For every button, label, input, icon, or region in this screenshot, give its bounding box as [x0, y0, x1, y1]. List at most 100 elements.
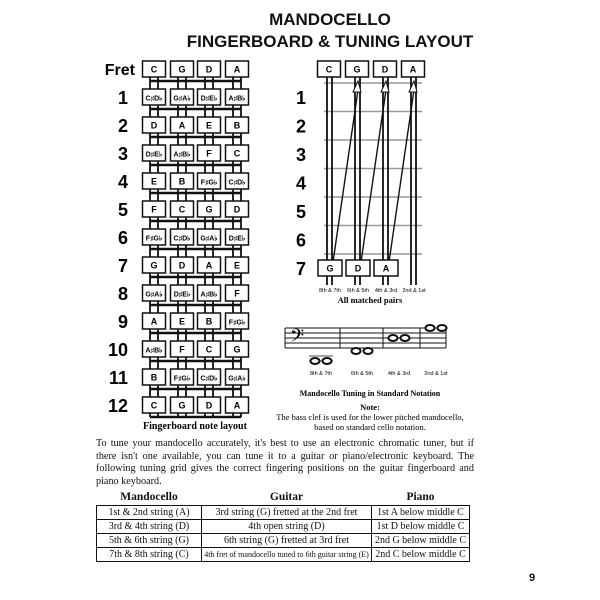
fret-note: C — [234, 149, 241, 159]
open-string-note-box — [141, 60, 167, 78]
fret-note: F♯G♭ — [201, 179, 218, 187]
fret-note-box — [169, 172, 195, 190]
fret-number: 2 — [118, 116, 128, 136]
table-row: 1st & 2nd string (A) 3rd string (G) frett… — [96, 505, 470, 520]
seventh-fret-note-box — [317, 259, 343, 277]
header-mandocello: Mandocello — [120, 491, 178, 503]
fret-note-box — [141, 396, 167, 414]
fret-note-box — [141, 144, 167, 162]
open-string-note-box — [224, 60, 250, 78]
bass-clef-icon: 𝄢 — [290, 325, 304, 350]
fret-note: D♯E♭ — [146, 151, 163, 159]
cell: 4th open string (D) — [201, 519, 372, 534]
whole-note — [350, 347, 362, 355]
fret-note-box — [196, 340, 222, 358]
fret-note: G♯A♭ — [228, 375, 245, 383]
pair-label: 2nd & 1st — [402, 288, 426, 294]
page-subtitle: FINGERBOARD & TUNING LAYOUT — [186, 32, 474, 51]
arrow-head-icon — [380, 79, 390, 93]
fret-note: F♯G♭ — [146, 235, 163, 243]
fret-note-box — [169, 340, 195, 358]
fret-note-box — [224, 256, 250, 274]
open-string-note-box — [196, 60, 222, 78]
fret-note-box — [224, 396, 250, 414]
cell: 2nd G below middle C — [371, 533, 470, 548]
fret-note: C♯D♭ — [229, 179, 246, 187]
header-piano: Piano — [406, 491, 435, 503]
cell: 3rd & 4th string (D) — [96, 519, 202, 534]
fret-note-box — [196, 88, 222, 106]
open-string-note-box — [372, 60, 398, 78]
fret-note-box — [224, 312, 250, 330]
fret-note-box — [141, 116, 167, 134]
whole-note — [387, 334, 399, 342]
whole-note — [362, 347, 374, 355]
whole-note — [436, 324, 448, 332]
pair-label: 6th & 5th — [351, 371, 373, 377]
whole-note — [399, 334, 411, 342]
whole-note — [424, 324, 436, 332]
fret-note-box — [196, 312, 222, 330]
open-string-note-box — [400, 60, 426, 78]
fret-note-box — [224, 144, 250, 162]
arrow-head-icon — [352, 79, 362, 93]
pair-label: 2nd & 1st — [424, 371, 448, 377]
fret-note-box — [224, 228, 250, 246]
fret-note-box — [169, 368, 195, 386]
fret-note: A♯B♭ — [229, 95, 246, 103]
fret-note: C — [151, 401, 158, 411]
fret-note-box — [141, 88, 167, 106]
fret-note-box — [169, 144, 195, 162]
seventh-fret-note: G — [326, 264, 333, 274]
fret-note-box — [169, 256, 195, 274]
cell: 3rd string (G) fretted at the 2nd fret — [201, 505, 372, 520]
fret-note: G — [233, 345, 240, 355]
open-string-note: C — [151, 65, 158, 75]
open-string-note: A — [234, 65, 241, 75]
fret-note: A — [234, 401, 241, 411]
pair-label: 6th & 5th — [347, 288, 369, 294]
fret-note-box — [196, 256, 222, 274]
fret-note: E — [179, 317, 185, 327]
fret-note-box — [141, 340, 167, 358]
fret-note: F — [234, 289, 240, 299]
whole-note — [309, 357, 321, 365]
open-string-note: G — [178, 65, 185, 75]
fret-note-box — [196, 228, 222, 246]
open-string-note: C — [326, 65, 333, 75]
matched-pairs-caption: All matched pairs — [338, 295, 403, 305]
fret-note: D — [179, 261, 186, 271]
cell: 1st & 2nd string (A) — [96, 505, 202, 520]
open-string-note: D — [382, 65, 389, 75]
fret-note-box — [169, 116, 195, 134]
tuning-arrow — [360, 89, 387, 263]
cell: 1st A below middle C — [371, 505, 470, 520]
open-string-note-box — [169, 60, 195, 78]
fret-note-box — [224, 172, 250, 190]
fret-note-box — [196, 116, 222, 134]
fret-number: 4 — [118, 172, 128, 192]
whole-note — [321, 357, 333, 365]
fret-note-box — [169, 312, 195, 330]
fret-note: D♯E♭ — [201, 95, 218, 103]
fret-note-box — [141, 228, 167, 246]
fret-number: 7 — [296, 259, 306, 279]
fret-note: G♯A♭ — [200, 235, 217, 243]
open-string-note: G — [353, 65, 360, 75]
fret-note-box — [141, 368, 167, 386]
fret-number: 4 — [296, 174, 306, 194]
fret-note: F♯G♭ — [174, 375, 191, 383]
fret-note-box — [169, 396, 195, 414]
fret-note: F — [206, 149, 212, 159]
fret-note: B — [234, 121, 241, 131]
fret-note: F♯G♭ — [229, 319, 246, 327]
fret-note-box — [224, 368, 250, 386]
page-title: MANDOCELLO — [269, 10, 391, 29]
table-row: 5th & 6th string (G) 6th string (G) frett… — [96, 533, 470, 548]
fret-number: 3 — [296, 145, 306, 165]
cell: 2nd C below middle C — [371, 547, 470, 562]
fret-note: F — [179, 345, 185, 355]
arrow-head-icon — [408, 79, 418, 93]
fret-number: 1 — [296, 88, 306, 108]
